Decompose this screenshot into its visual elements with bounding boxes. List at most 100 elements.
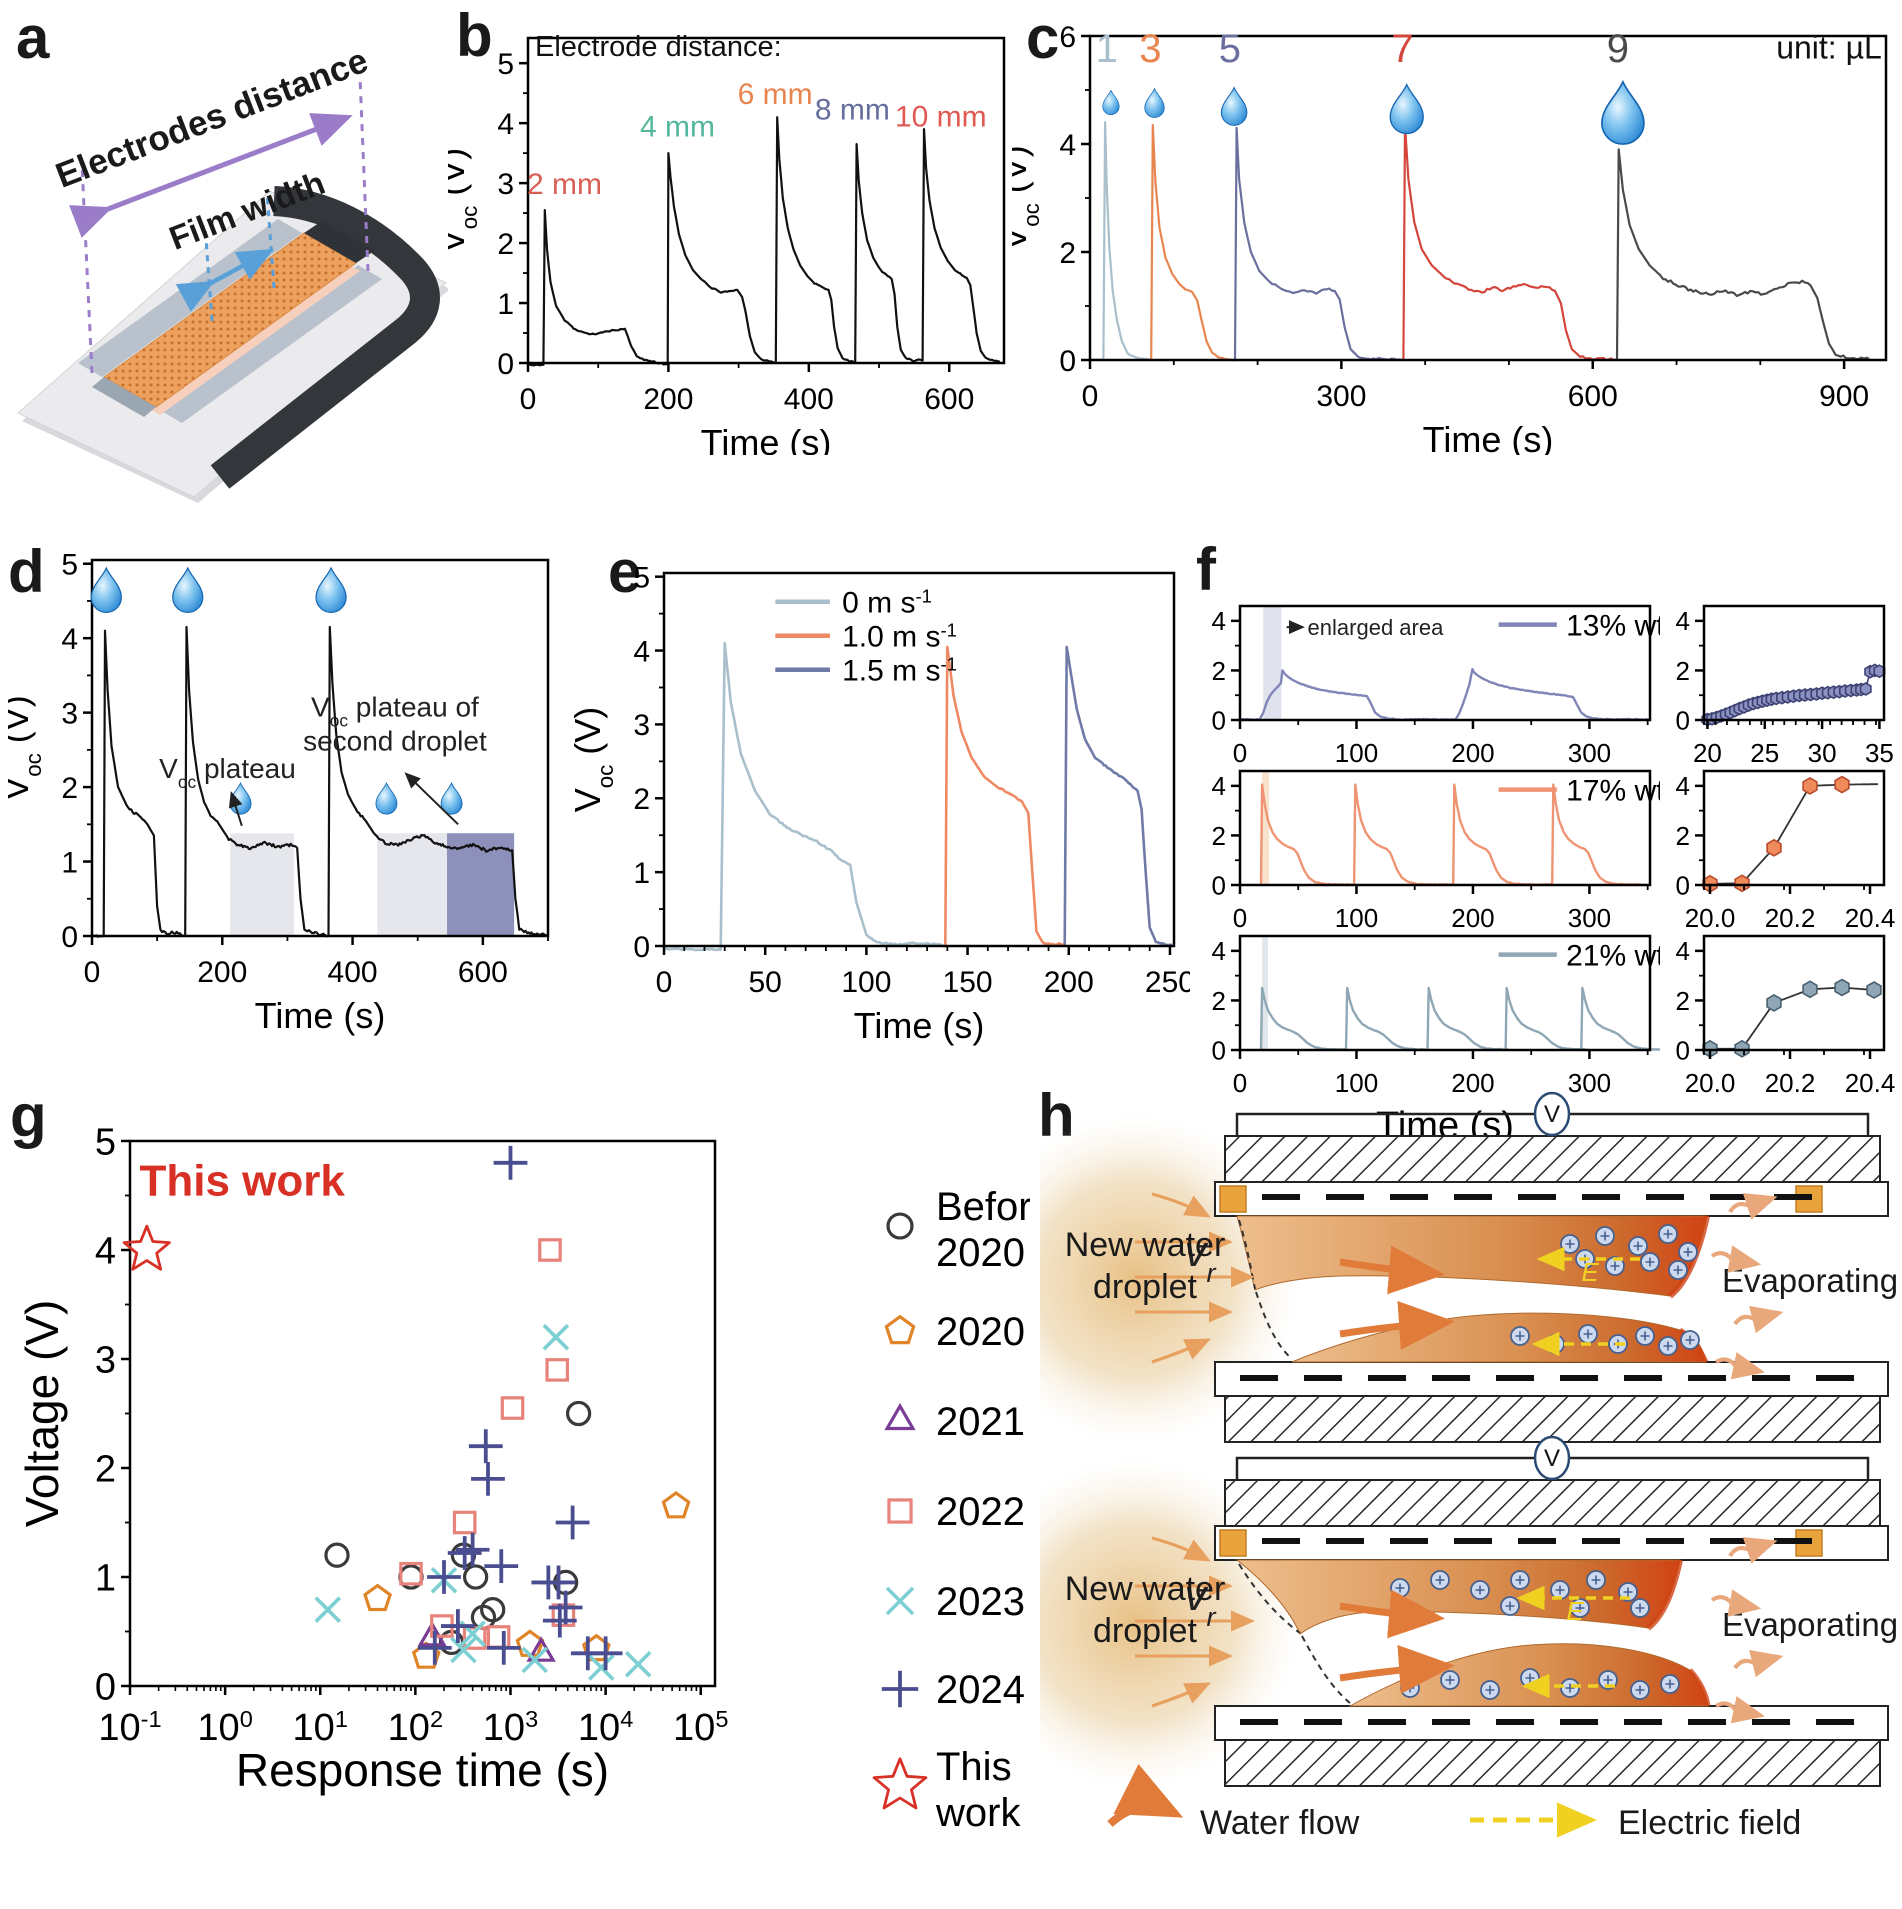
- svg-text:2024: 2024: [936, 1668, 1025, 1712]
- chart-voc-17wt: 0 100 200 300 0 2 4 Voc (V) 17% wt%: [1158, 765, 1691, 938]
- panel-letter-b: b: [456, 2, 493, 69]
- device-3d-schematic: Electrodes distance Film width: [8, 25, 450, 515]
- svg-text:2020: 2020: [936, 1231, 1025, 1275]
- svg-text:Electric field: Electric field: [1618, 1804, 1801, 1842]
- svg-text:1: 1: [497, 288, 514, 321]
- svg-text:20.2: 20.2: [1765, 1068, 1816, 1098]
- svg-text:20.4: 20.4: [1845, 903, 1896, 933]
- svg-text:This: This: [936, 1745, 1012, 1789]
- svg-text:4: 4: [1676, 771, 1690, 801]
- panel-letter-a: a: [16, 4, 50, 71]
- svg-text:200: 200: [1044, 966, 1094, 999]
- svg-text:4: 4: [633, 635, 650, 668]
- svg-text:10 mm: 10 mm: [895, 101, 987, 134]
- svg-text:New water: New water: [1065, 1226, 1226, 1264]
- svg-text:3: 3: [1139, 27, 1161, 71]
- svg-text:0: 0: [1676, 1035, 1690, 1065]
- svg-text:0: 0: [497, 348, 514, 381]
- svg-text:2020: 2020: [936, 1310, 1025, 1354]
- svg-text:1.5 m s-1: 1.5 m s-1: [842, 653, 957, 688]
- chart-voc-plateau: 0 200 400 600 0 1 2 3 4 5 Time (s) Voc (V) Voc plate…: [0, 548, 562, 1083]
- svg-text:1: 1: [633, 857, 650, 890]
- svg-text:Voc (V): Voc (V): [1192, 956, 1193, 1029]
- svg-text:vr: vr: [1184, 1227, 1216, 1288]
- panel-letter-c: c: [1026, 4, 1060, 71]
- svg-text:Time (s): Time (s): [701, 422, 832, 455]
- svg-text:2: 2: [1212, 986, 1226, 1016]
- panel-letter-f: f: [1196, 536, 1216, 603]
- svg-text:13% wt%: 13% wt%: [1566, 609, 1660, 642]
- svg-text:Time (s): Time (s): [1423, 419, 1554, 455]
- chart-voc-17wt-inset: 20.0 20.2 20.4 0 2 4: [1664, 765, 1899, 938]
- svg-text:17% wt%: 17% wt%: [1566, 774, 1660, 807]
- svg-text:2: 2: [61, 772, 78, 805]
- svg-text:0: 0: [633, 931, 650, 964]
- svg-text:600: 600: [924, 383, 974, 416]
- chart-voc-13wt: 0 100 200 300 0 2 4 Voc (V) 13% wt% enlarged area: [1158, 600, 1691, 773]
- svg-text:9: 9: [1607, 27, 1629, 71]
- svg-text:4: 4: [1676, 606, 1690, 636]
- svg-text:100: 100: [841, 966, 891, 999]
- svg-text:Voc (V): Voc (V): [1012, 145, 1044, 251]
- svg-text:0: 0: [1212, 705, 1226, 735]
- svg-text:6: 6: [1059, 21, 1076, 54]
- svg-text:0: 0: [84, 956, 101, 989]
- svg-text:2: 2: [1676, 821, 1690, 851]
- svg-text:0 m s-1: 0 m s-1: [842, 585, 932, 620]
- svg-text:1.0 m s-1: 1.0 m s-1: [842, 619, 957, 654]
- svg-text:V: V: [1544, 1445, 1560, 1472]
- svg-text:0: 0: [1676, 705, 1690, 735]
- svg-text:Evaporating: Evaporating: [1722, 1606, 1898, 1643]
- svg-text:Before: Before: [936, 1185, 1030, 1229]
- svg-text:Evaporating: Evaporating: [1722, 1262, 1898, 1299]
- svg-text:300: 300: [1568, 1068, 1611, 1098]
- svg-text:2: 2: [1676, 656, 1690, 686]
- svg-text:Voltage (V): Voltage (V): [16, 1300, 68, 1528]
- svg-text:droplet: droplet: [1093, 1612, 1198, 1650]
- svg-text:1: 1: [95, 1558, 116, 1600]
- svg-text:Water flow: Water flow: [1200, 1804, 1360, 1842]
- svg-text:2021: 2021: [936, 1400, 1025, 1444]
- svg-text:103: 103: [483, 1706, 538, 1749]
- panel-letter-e: e: [608, 538, 642, 605]
- svg-text:35: 35: [1865, 738, 1894, 768]
- svg-text:droplet: droplet: [1093, 1268, 1198, 1306]
- svg-text:4: 4: [61, 623, 78, 656]
- svg-text:0: 0: [1676, 870, 1690, 900]
- svg-text:This work: This work: [140, 1157, 346, 1206]
- svg-text:Time (s): Time (s): [255, 995, 386, 1036]
- svg-text:20: 20: [1693, 738, 1722, 768]
- svg-text:4: 4: [1212, 606, 1226, 636]
- svg-text:300: 300: [1316, 380, 1366, 413]
- svg-text:4: 4: [1212, 771, 1226, 801]
- svg-text:Voc plateau of: Voc plateau of: [311, 691, 479, 730]
- svg-text:600: 600: [1568, 380, 1618, 413]
- chart-voc-21wt-inset: 20.0 20.2 20.4 0 2 4: [1664, 930, 1899, 1103]
- svg-text:7: 7: [1391, 27, 1413, 71]
- svg-text:2: 2: [497, 228, 514, 261]
- svg-text:50: 50: [749, 966, 782, 999]
- svg-text:4 mm: 4 mm: [640, 110, 715, 143]
- svg-text:900: 900: [1819, 380, 1869, 413]
- panel-letter-d: d: [8, 538, 45, 605]
- svg-text:work: work: [935, 1791, 1021, 1835]
- svg-text:1: 1: [1096, 27, 1118, 71]
- svg-text:2: 2: [1212, 656, 1226, 686]
- svg-text:20.4: 20.4: [1845, 1068, 1896, 1098]
- svg-text:Voc (V): Voc (V): [448, 148, 482, 254]
- svg-text:5: 5: [497, 48, 514, 81]
- svg-text:enlarged area: enlarged area: [1308, 615, 1445, 640]
- svg-text:150: 150: [943, 966, 993, 999]
- svg-text:21% wt%: 21% wt%: [1566, 939, 1660, 972]
- svg-text:2: 2: [1059, 237, 1076, 270]
- svg-text:1: 1: [61, 846, 78, 879]
- svg-text:0: 0: [95, 1667, 116, 1709]
- svg-text:Voc (V): Voc (V): [8, 695, 46, 801]
- svg-text:0: 0: [520, 383, 537, 416]
- svg-text:4: 4: [1676, 936, 1690, 966]
- svg-text:2: 2: [633, 783, 650, 816]
- panel-letter-g: g: [10, 1082, 47, 1149]
- svg-text:200: 200: [643, 383, 693, 416]
- chart-voc-wind-speed: 0 50 100 150 200 250 0 1 2 3 4 5 Time (s) Voc (V) 0 m …: [567, 548, 1195, 1088]
